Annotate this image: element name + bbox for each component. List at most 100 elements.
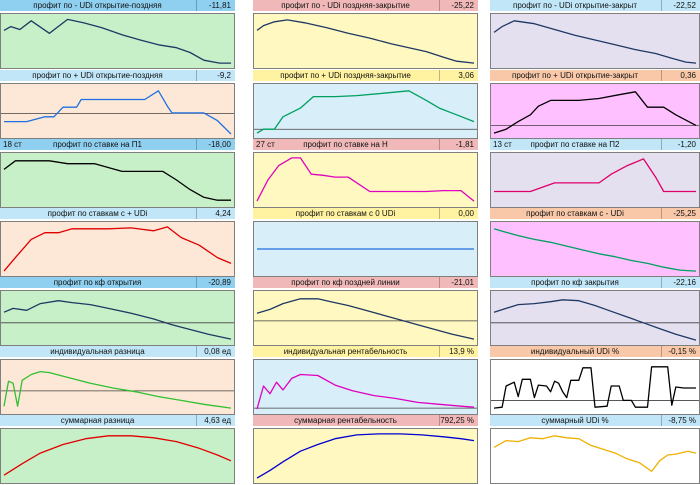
header-separator	[661, 139, 662, 150]
series-line	[3, 300, 232, 340]
chart-panel[interactable]: индивидуальная рентабельность 13,9 %	[253, 346, 478, 415]
header-separator	[661, 0, 662, 11]
chart-panel[interactable]: профит по + UDi открытие-закрыт 0,36	[490, 70, 700, 139]
header-separator	[196, 139, 197, 150]
chart-panel[interactable]: суммарная разница 4,63 ед	[0, 415, 235, 484]
chart-panel[interactable]: индивидуальный UDi % -0,15 %	[490, 346, 700, 415]
panel-header: профит по кф открытия -20,89	[0, 277, 235, 288]
chart-svg	[254, 373, 477, 410]
series-line	[256, 157, 475, 202]
panel-value: -20,89	[208, 278, 231, 287]
chart-plot-area	[253, 359, 478, 415]
chart-panel[interactable]: профит по - UDi поздняя-закрытие -25,22	[253, 0, 478, 69]
series-line	[256, 298, 475, 340]
panel-value: 0,00	[458, 209, 474, 218]
header-separator	[196, 0, 197, 11]
panel-header: профит по ставкам с 0 UDi 0,00	[253, 208, 478, 219]
chart-plot-area	[490, 13, 700, 69]
chart-plot-area	[0, 13, 235, 69]
panel-value: -22,16	[673, 278, 696, 287]
panel-title: суммарная рентабельность	[294, 416, 397, 425]
chart-plot-area	[0, 221, 235, 277]
chart-panel[interactable]: суммарная рентабельность 792,25 %	[253, 415, 478, 484]
chart-plot-area	[490, 152, 700, 208]
series-line	[256, 19, 475, 64]
header-separator	[661, 70, 662, 81]
chart-svg	[3, 435, 232, 476]
series-line	[493, 20, 697, 64]
panel-header: индивидуальная рентабельность 13,9 %	[253, 346, 478, 357]
chart-svg	[257, 248, 474, 250]
header-separator	[439, 415, 440, 426]
header-separator	[661, 346, 662, 357]
chart-panel[interactable]: профит по кф поздней линии -21,01	[253, 277, 478, 346]
panel-value: 4,63 ед	[204, 416, 231, 425]
series-line	[3, 435, 232, 476]
chart-svg	[3, 160, 231, 201]
chart-panel[interactable]: индивидуальная разница 0,08 ед	[0, 346, 235, 415]
panel-header: 18 ст профит по ставке на П1 -18,00	[0, 139, 235, 150]
chart-panel[interactable]: профит по - UDi открытие-поздняя -11,81	[0, 0, 235, 69]
chart-plot-area	[253, 152, 478, 208]
chart-panel[interactable]: профит по - UDi открытие-закрыт -22,52	[490, 0, 700, 69]
chart-plot-area	[253, 221, 478, 277]
panel-value: -25,22	[451, 1, 474, 10]
panel-value: -0,15 %	[668, 347, 696, 356]
chart-svg	[254, 90, 477, 134]
header-separator	[439, 70, 440, 81]
panel-value: -8,75 %	[668, 416, 696, 425]
series-line	[3, 226, 232, 272]
panel-title: профит по кф закрытия	[531, 278, 619, 287]
chart-plot-area	[253, 290, 478, 346]
chart-panel[interactable]: 18 ст профит по ставке на П1 -18,00	[0, 139, 235, 208]
header-separator	[439, 139, 440, 150]
panel-title: суммарный UDi %	[541, 416, 609, 425]
panel-header: профит по ставкам с - UDi -25,25	[490, 208, 700, 219]
panel-title: профит по + UDi открытие-закрыт	[512, 71, 638, 80]
chart-panel[interactable]: суммарный UDi % -8,75 %	[490, 415, 700, 484]
panel-header: индивидуальная разница 0,08 ед	[0, 346, 235, 357]
chart-svg	[493, 435, 697, 473]
chart-svg	[491, 91, 699, 134]
panel-value: 0,08 ед	[204, 347, 231, 356]
chart-svg	[256, 157, 475, 202]
header-separator	[439, 208, 440, 219]
chart-svg	[493, 20, 697, 64]
panel-title: профит по + UDi поздняя-закрытие	[280, 71, 411, 80]
series-line	[3, 370, 232, 409]
panel-value: -1,20	[677, 140, 696, 149]
chart-plot-area	[490, 290, 700, 346]
chart-panel[interactable]: 27 ст профит по ставке на Н -1,81	[253, 139, 478, 208]
series-line	[256, 373, 475, 410]
chart-plot-area	[0, 428, 235, 484]
chart-plot-area	[0, 83, 235, 139]
chart-panel[interactable]: профит по + UDi открытие-поздняя -9,2	[0, 70, 235, 139]
panel-header: профит по - UDi открытие-поздняя -11,81	[0, 0, 235, 11]
panel-title: индивидуальный UDi %	[530, 347, 620, 356]
chart-svg	[3, 226, 232, 272]
panel-header: профит по + UDi открытие-закрыт 0,36	[490, 70, 700, 81]
panel-value: -22,52	[673, 1, 696, 10]
panel-value: -1,81	[455, 140, 474, 149]
chart-panel[interactable]: профит по ставкам с + UDi 4,24	[0, 208, 235, 277]
chart-plot-area	[490, 359, 700, 415]
header-separator	[661, 208, 662, 219]
chart-panel[interactable]: профит по кф открытия -20,89	[0, 277, 235, 346]
chart-plot-area	[490, 428, 700, 484]
chart-panel[interactable]: профит по + UDi поздняя-закрытие 3,06	[253, 70, 478, 139]
chart-panel[interactable]: профит по кф закрытия -22,16	[490, 277, 700, 346]
panel-title: профит по - UDi поздняя-закрытие	[281, 1, 410, 10]
chart-panel[interactable]: профит по ставкам с - UDi -25,25	[490, 208, 700, 277]
chart-plot-area	[0, 359, 235, 415]
chart-svg	[254, 298, 477, 340]
chart-svg	[494, 158, 696, 193]
chart-svg	[1, 370, 234, 409]
chart-plot-area	[253, 428, 478, 484]
chart-panel[interactable]: профит по ставкам с 0 UDi 0,00	[253, 208, 478, 277]
header-separator	[196, 277, 197, 288]
chart-panel[interactable]: 13 ст профит по ставке на П2 -1,20	[490, 139, 700, 208]
chart-svg	[1, 300, 234, 340]
panel-header: 27 ст профит по ставке на Н -1,81	[253, 139, 478, 150]
panel-header: индивидуальный UDi % -0,15 %	[490, 346, 700, 357]
panel-header: суммарная рентабельность 792,25 %	[253, 415, 478, 426]
